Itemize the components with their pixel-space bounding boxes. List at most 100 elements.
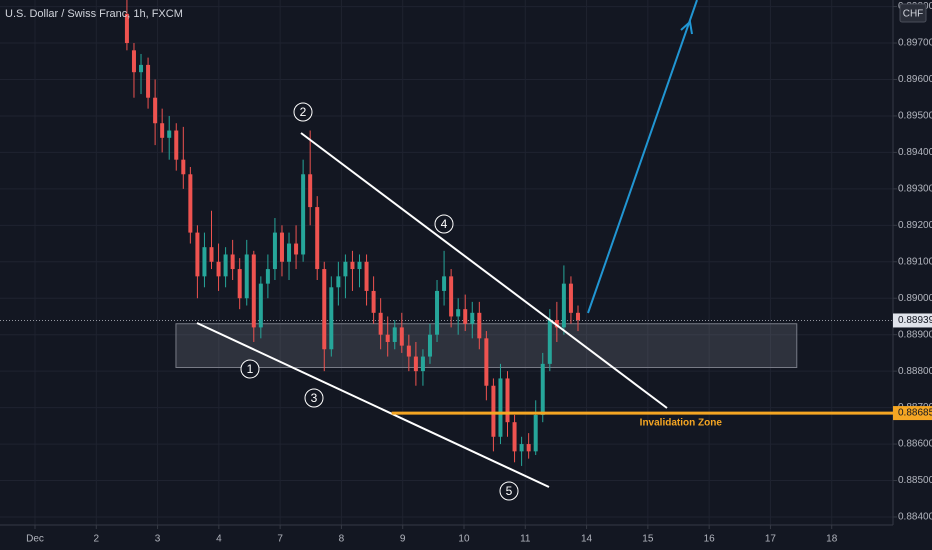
wave-label: 5	[506, 484, 513, 498]
candle-body	[470, 312, 475, 324]
y-tick-label: 0.89500	[898, 111, 932, 122]
candle-body	[371, 290, 376, 313]
price-axis	[893, 0, 932, 550]
grid	[0, 0, 893, 525]
candle-body	[195, 232, 200, 277]
y-tick-label: 0.88400	[898, 512, 932, 523]
x-tick-label: 18	[826, 534, 838, 545]
candle-body	[526, 444, 531, 452]
currency-box[interactable]	[899, 3, 927, 23]
candle-body	[202, 247, 207, 277]
y-tick-label: 0.88600	[898, 439, 932, 450]
wave-circle	[293, 102, 313, 122]
candle-body	[209, 247, 214, 262]
candle-body	[237, 269, 242, 299]
candle-body	[554, 320, 559, 328]
candle-body	[547, 320, 552, 364]
candle-body	[167, 130, 172, 138]
candle-body	[519, 444, 524, 452]
candle-body	[533, 414, 538, 452]
upper-trend-line	[300, 132, 668, 409]
candle-body	[308, 174, 313, 208]
x-tick-label: 7	[277, 534, 283, 545]
candle-body	[146, 64, 151, 98]
candle-body	[223, 254, 228, 277]
y-tick-label: 0.89100	[898, 256, 932, 267]
candle-body	[427, 334, 432, 357]
candle-body	[279, 232, 284, 262]
currency-label[interactable]: CHF	[903, 9, 924, 20]
wave-label: 2	[300, 105, 307, 119]
y-tick-label: 0.89300	[898, 183, 932, 194]
drawings: 1 2 3 4 5	[196, 0, 698, 501]
last-price-label: 0.88939	[898, 315, 932, 326]
arrow-head	[680, 20, 693, 35]
candle-body	[540, 363, 545, 415]
invalidation-price-box	[893, 406, 932, 421]
x-tick-label: 2	[93, 534, 99, 545]
candle-body	[160, 123, 165, 138]
candle-body	[216, 261, 221, 277]
candle-body	[343, 261, 348, 277]
wave-circle	[434, 214, 454, 234]
candle-body	[315, 207, 320, 270]
x-tick-label: 16	[704, 534, 716, 545]
candle-body	[188, 174, 193, 233]
last-price-box	[893, 313, 932, 328]
candle-body	[131, 50, 136, 73]
wave-circle	[240, 359, 260, 379]
candle-body	[420, 356, 425, 372]
candle-body	[484, 338, 489, 386]
candle-body	[181, 159, 186, 175]
x-tick-label: 9	[400, 534, 406, 545]
candle-body	[442, 276, 447, 291]
wave-label: 3	[311, 391, 318, 405]
candle-body	[139, 64, 144, 73]
invalidation-label: Invalidation Zone	[640, 418, 723, 429]
chart-title: U.S. Dollar / Swiss Franc, 1h, FXCM	[5, 8, 183, 20]
y-tick-label: 0.89000	[898, 293, 932, 304]
candle-body	[491, 385, 496, 437]
candle-body	[124, 13, 129, 44]
candle-body	[272, 232, 277, 270]
x-tick-label: 14	[581, 534, 593, 545]
candles	[124, 0, 580, 466]
wave-circle	[499, 481, 519, 501]
candle-body	[364, 261, 369, 291]
candle-body	[265, 269, 270, 284]
candle-body	[435, 290, 440, 335]
candle-body	[244, 254, 249, 299]
candle-body	[174, 130, 179, 160]
candle-body	[385, 334, 390, 342]
invalidation-price-label: 0.88685	[898, 408, 932, 419]
candle-body	[512, 422, 517, 452]
x-tick-label: Dec	[26, 534, 44, 545]
y-tick-label: 0.89400	[898, 147, 932, 158]
target-arrow	[587, 0, 698, 314]
candle-body	[575, 312, 580, 321]
candle-body	[463, 309, 468, 324]
candle-body	[287, 243, 292, 262]
candle-body	[251, 254, 256, 328]
candle-body	[498, 378, 503, 437]
x-tick-label: 4	[216, 534, 222, 545]
candle-body	[153, 97, 158, 124]
candle-body	[378, 312, 383, 335]
wave-label: 1	[247, 362, 254, 376]
y-tick-label: 0.89200	[898, 220, 932, 231]
candle-body	[301, 174, 306, 255]
candle-body	[505, 378, 510, 423]
candle-body	[392, 327, 397, 342]
x-tick-label: 8	[339, 534, 345, 545]
lower-trend-line	[196, 322, 550, 488]
candle-body	[477, 312, 482, 339]
candle-body	[350, 261, 355, 270]
x-tick-label: 15	[642, 534, 654, 545]
x-tick-label: 11	[520, 534, 531, 545]
x-tick-label: 17	[765, 534, 777, 545]
y-tick-label: 0.89700	[898, 38, 932, 49]
wave-label: 4	[441, 217, 448, 231]
candle-body	[449, 276, 454, 317]
